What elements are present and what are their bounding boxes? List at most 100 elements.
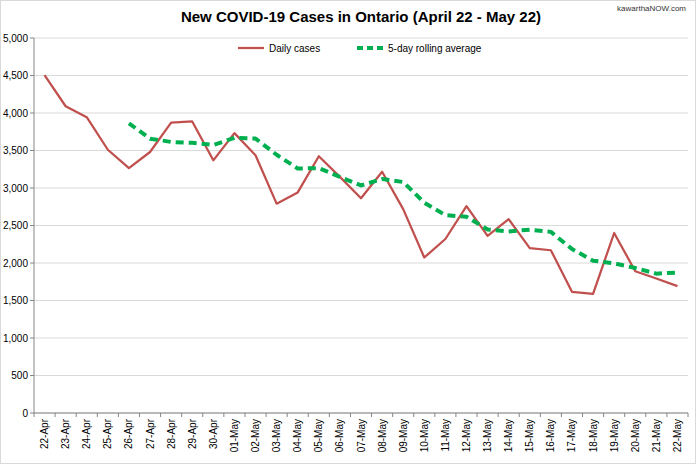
x-tick-label: 29-Apr	[187, 418, 198, 449]
x-tick	[329, 413, 330, 417]
x-tick	[645, 413, 646, 417]
y-axis	[34, 38, 35, 413]
y-tick	[30, 263, 34, 264]
x-tick	[582, 413, 583, 417]
x-tick-label: 05-May	[313, 419, 324, 452]
x-tick	[519, 413, 520, 417]
x-tick	[118, 413, 119, 417]
x-tick-label: 12-May	[461, 419, 472, 452]
x-tick	[34, 413, 35, 417]
x-tick-label: 24-Apr	[81, 418, 92, 449]
x-tick	[266, 413, 267, 417]
x-tick-label: 22-May	[672, 419, 683, 452]
x-tick	[392, 413, 393, 417]
x-tick	[55, 413, 56, 417]
x-tick-label: 03-May	[271, 419, 282, 452]
title: New COVID-19 Cases in Ontario (April 22 …	[181, 8, 541, 25]
x-tick	[540, 413, 541, 417]
y-tick-label: 1,000	[3, 333, 28, 344]
x-tick	[76, 413, 77, 417]
x-tick-label: 16-May	[545, 419, 556, 452]
x-tick	[244, 413, 245, 417]
x-tick	[287, 413, 288, 417]
x-tick	[350, 413, 351, 417]
x-tick-label: 25-Apr	[102, 418, 113, 449]
x-tick	[666, 413, 667, 417]
series-line	[129, 123, 678, 273]
x-tick-label: 15-May	[524, 419, 535, 452]
x-tick	[97, 413, 98, 417]
x-tick	[139, 413, 140, 417]
x-tick-label: 08-May	[377, 419, 388, 452]
x-tick	[202, 413, 203, 417]
y-tick	[30, 150, 34, 151]
x-tick	[223, 413, 224, 417]
series-line	[45, 75, 678, 294]
plot-area	[45, 75, 678, 294]
legend-swatch	[238, 47, 264, 49]
x-tick-label: 21-May	[651, 419, 662, 452]
x-tick-label: 07-May	[356, 419, 367, 452]
x-tick	[624, 413, 625, 417]
grid-line	[34, 263, 688, 264]
legend-swatch	[357, 46, 383, 50]
y-tick-label: 500	[11, 370, 28, 381]
y-tick-label: 3,000	[3, 183, 28, 194]
x-tick-label: 01-May	[229, 419, 240, 452]
y-tick	[30, 225, 34, 226]
x-tick-label: 10-May	[419, 419, 430, 452]
grid-line	[34, 113, 688, 114]
y-tick	[30, 300, 34, 301]
y-tick-label: 4,500	[3, 70, 28, 81]
x-tick-label: 14-May	[503, 419, 514, 452]
y-tick-label: 1,500	[3, 295, 28, 306]
legend-label: Daily cases	[269, 43, 320, 54]
y-tick-label: 0	[22, 408, 28, 419]
x-tick	[181, 413, 182, 417]
y-tick	[30, 113, 34, 114]
x-tick-label: 18-May	[588, 419, 599, 452]
y-tick	[30, 413, 34, 414]
grid-line	[34, 38, 688, 39]
y-tick	[30, 38, 34, 39]
legend-label: 5-day rolling average	[388, 43, 482, 54]
x-tick-label: 19-May	[609, 419, 620, 452]
x-tick	[477, 413, 478, 417]
x-tick-label: 20-May	[630, 419, 641, 452]
y-tick-label: 2,000	[3, 258, 28, 269]
grid-line	[34, 413, 688, 414]
grid-line	[34, 375, 688, 376]
y-tick	[30, 338, 34, 339]
grid-line	[34, 75, 688, 76]
x-tick-label: 26-Apr	[123, 418, 134, 449]
grid-line	[34, 225, 688, 226]
y-tick	[30, 188, 34, 189]
x-tick-label: 23-Apr	[60, 418, 71, 449]
grid-line	[34, 188, 688, 189]
x-tick-label: 02-May	[250, 419, 261, 452]
grid-line	[34, 150, 688, 151]
x-tick	[603, 413, 604, 417]
x-tick-label: 11-May	[440, 419, 451, 452]
y-tick	[30, 375, 34, 376]
x-tick-label: 06-May	[334, 419, 345, 452]
x-tick-label: 09-May	[398, 419, 409, 452]
y-tick-label: 4,000	[3, 108, 28, 119]
y-tick-label: 2,500	[3, 220, 28, 231]
x-tick	[413, 413, 414, 417]
source: kawarthaNOW.com	[617, 4, 686, 13]
grid-line	[34, 338, 688, 339]
y-tick-label: 5,000	[3, 33, 28, 44]
x-tick-label: 17-May	[566, 419, 577, 452]
x-tick	[561, 413, 562, 417]
x-tick-label: 30-Apr	[208, 418, 219, 449]
x-tick	[498, 413, 499, 417]
x-tick	[371, 413, 372, 417]
x-tick	[688, 413, 689, 417]
x-tick	[455, 413, 456, 417]
x-tick	[308, 413, 309, 417]
x-tick-label: 28-Apr	[166, 418, 177, 449]
x-axis	[34, 413, 688, 414]
x-tick-label: 04-May	[292, 419, 303, 452]
chart-border	[1, 1, 696, 464]
